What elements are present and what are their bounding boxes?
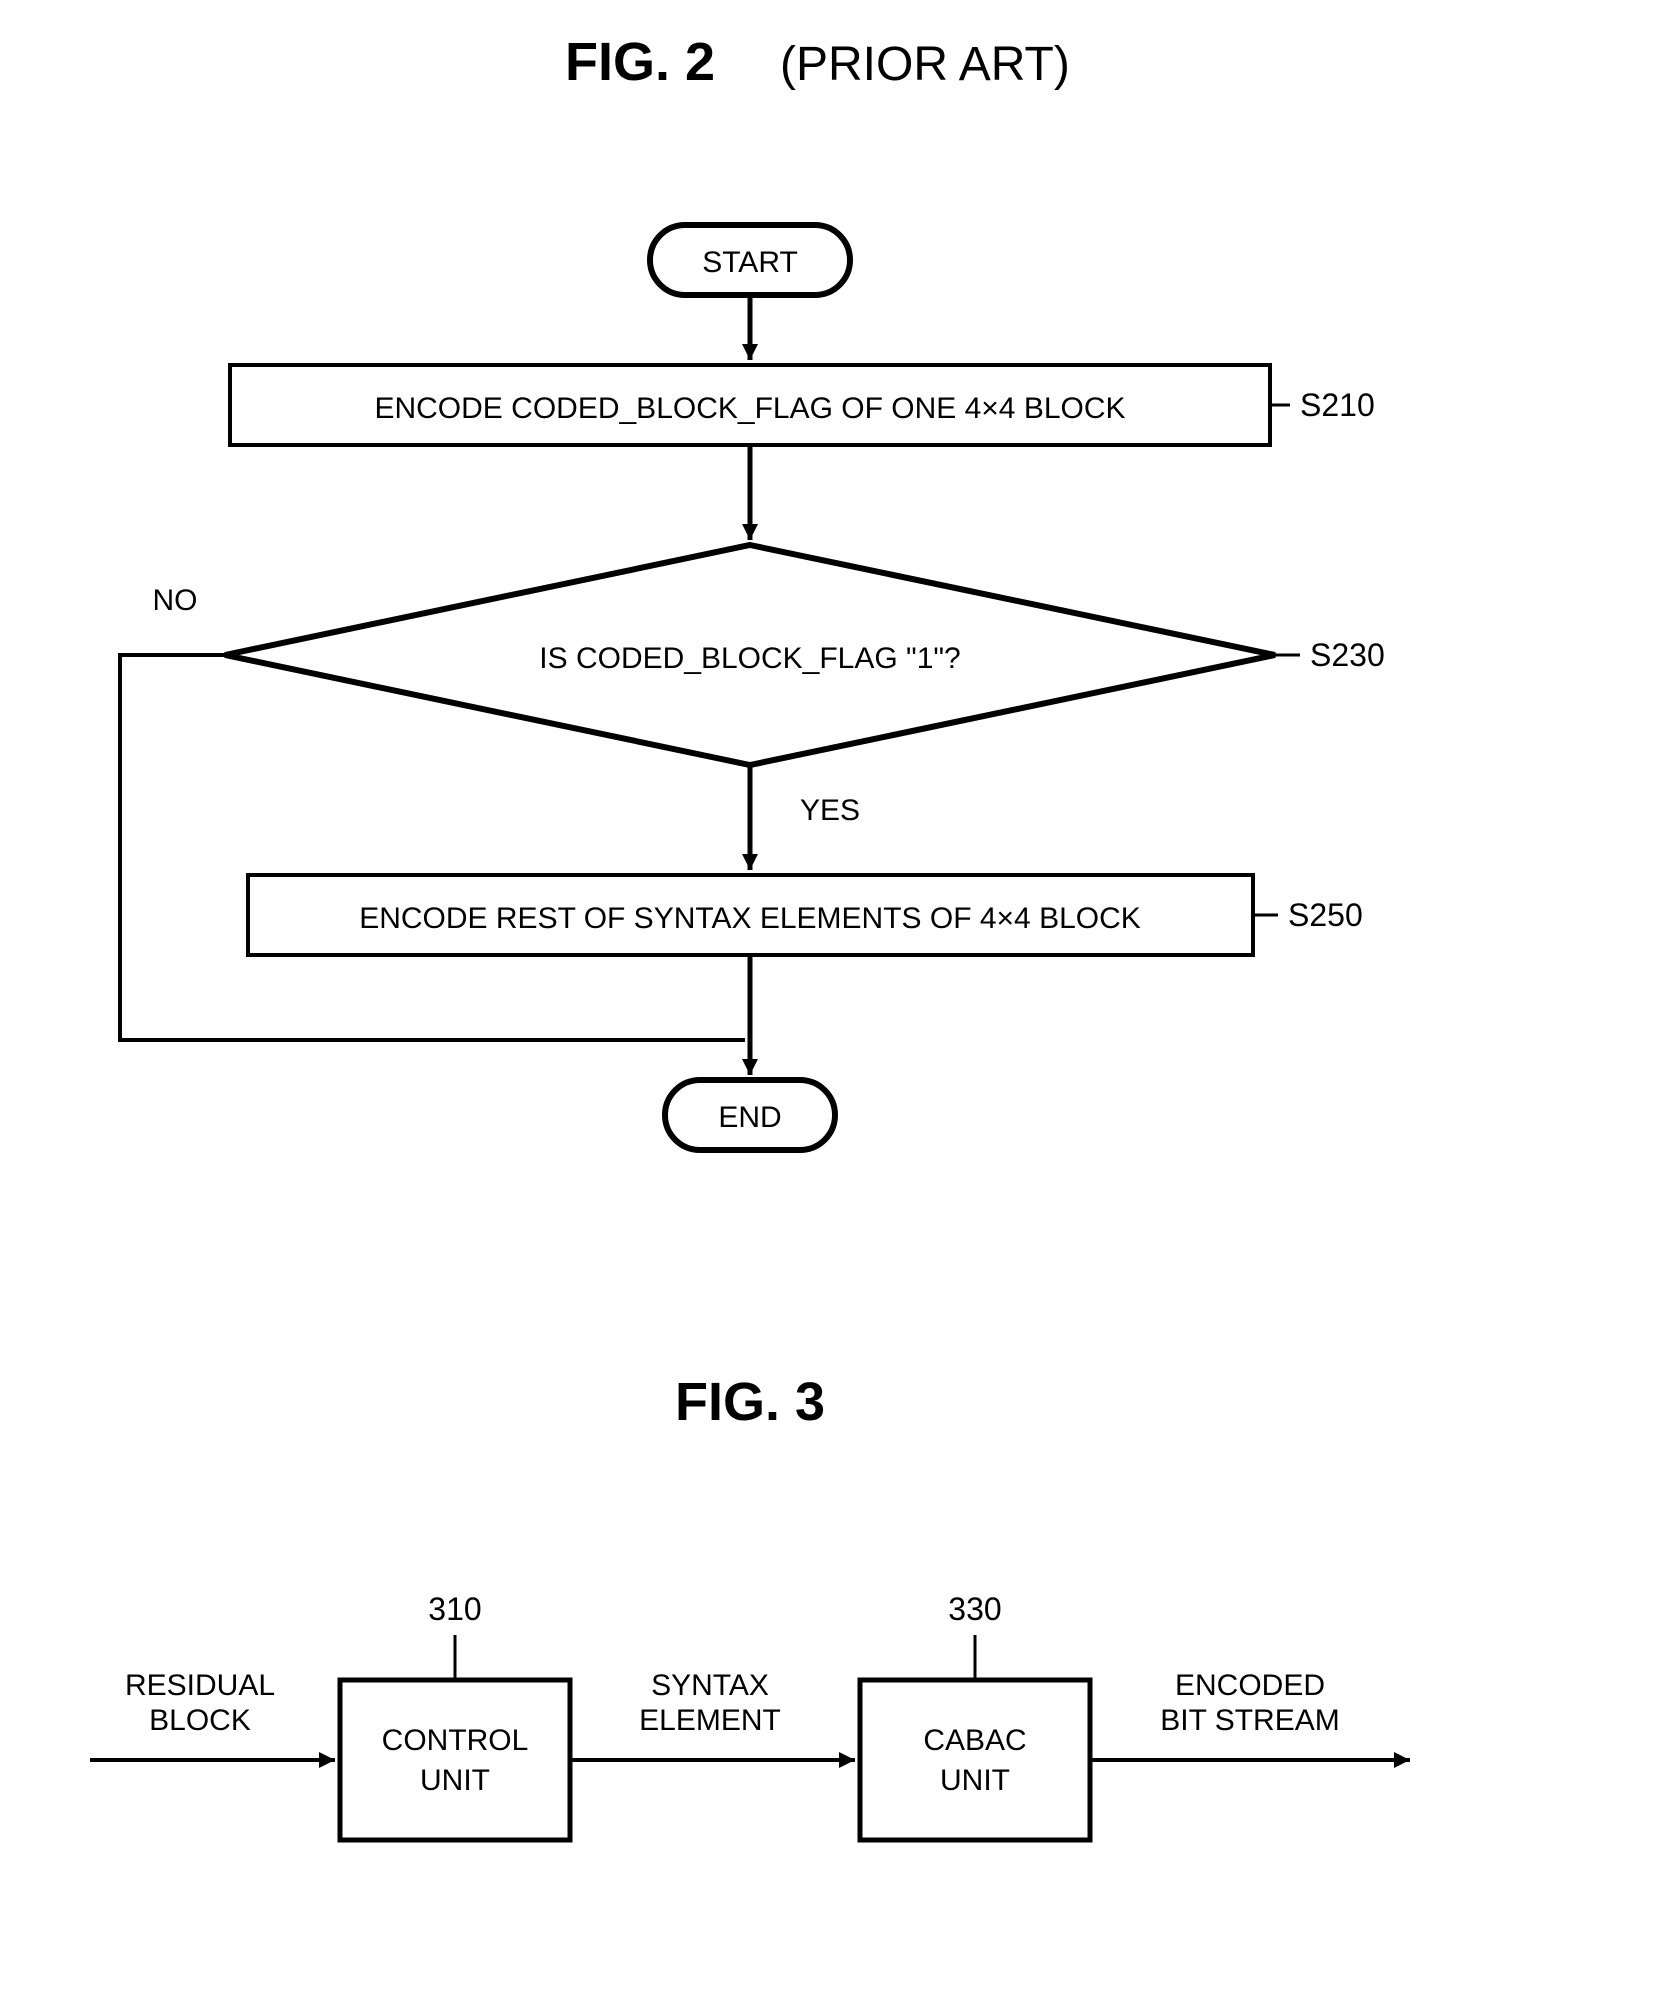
end-node: END xyxy=(665,1080,835,1150)
control-unit-box: CONTROL UNIT xyxy=(340,1680,570,1840)
fig2-title-main: FIG. 2 xyxy=(565,32,715,92)
svg-text:CONTROL: CONTROL xyxy=(382,1724,529,1757)
svg-text:END: END xyxy=(718,1101,781,1134)
box2-num: 330 xyxy=(948,1591,1001,1627)
no-label: NO xyxy=(153,584,198,617)
decision-node: IS CODED_BLOCK_FLAG "1"? xyxy=(225,545,1275,765)
svg-text:ENCODE REST OF SYNTAX ELEMENTS: ENCODE REST OF SYNTAX ELEMENTS OF 4×4 BL… xyxy=(359,902,1141,935)
fig3-title: FIG. 3 xyxy=(675,1372,825,1432)
fig3-diagram: RESIDUAL BLOCK CONTROL UNIT 310 SYNTAX E… xyxy=(90,1591,1410,1840)
yes-label: YES xyxy=(800,794,860,827)
svg-text:START: START xyxy=(702,246,798,279)
output-label-1: ENCODED xyxy=(1175,1669,1325,1702)
fig2-flowchart: START ENCODE CODED_BLOCK_FLAG OF ONE 4×4… xyxy=(120,225,1385,1150)
svg-text:ENCODE CODED_BLOCK_FLAG OF ONE: ENCODE CODED_BLOCK_FLAG OF ONE 4×4 BLOCK xyxy=(374,392,1125,425)
decision-label: S230 xyxy=(1310,637,1385,673)
box1-num: 310 xyxy=(428,1591,481,1627)
input-label-2: BLOCK xyxy=(149,1704,251,1737)
cabac-unit-box: CABAC UNIT xyxy=(860,1680,1090,1840)
fig2-title-suffix: (PRIOR ART) xyxy=(780,38,1070,91)
step2-node: ENCODE REST OF SYNTAX ELEMENTS OF 4×4 BL… xyxy=(248,875,1253,955)
svg-text:CABAC: CABAC xyxy=(923,1724,1026,1757)
svg-text:UNIT: UNIT xyxy=(420,1764,490,1797)
step1-label: S210 xyxy=(1300,387,1375,423)
start-node: START xyxy=(650,225,850,295)
output-label-2: BIT STREAM xyxy=(1160,1704,1339,1737)
step2-label: S250 xyxy=(1288,897,1363,933)
svg-text:IS CODED_BLOCK_FLAG "1"?: IS CODED_BLOCK_FLAG "1"? xyxy=(539,642,960,675)
mid-label-1: SYNTAX xyxy=(651,1669,769,1702)
mid-label-2: ELEMENT xyxy=(639,1704,781,1737)
input-label-1: RESIDUAL xyxy=(125,1669,275,1702)
svg-text:UNIT: UNIT xyxy=(940,1764,1010,1797)
step1-node: ENCODE CODED_BLOCK_FLAG OF ONE 4×4 BLOCK xyxy=(230,365,1270,445)
